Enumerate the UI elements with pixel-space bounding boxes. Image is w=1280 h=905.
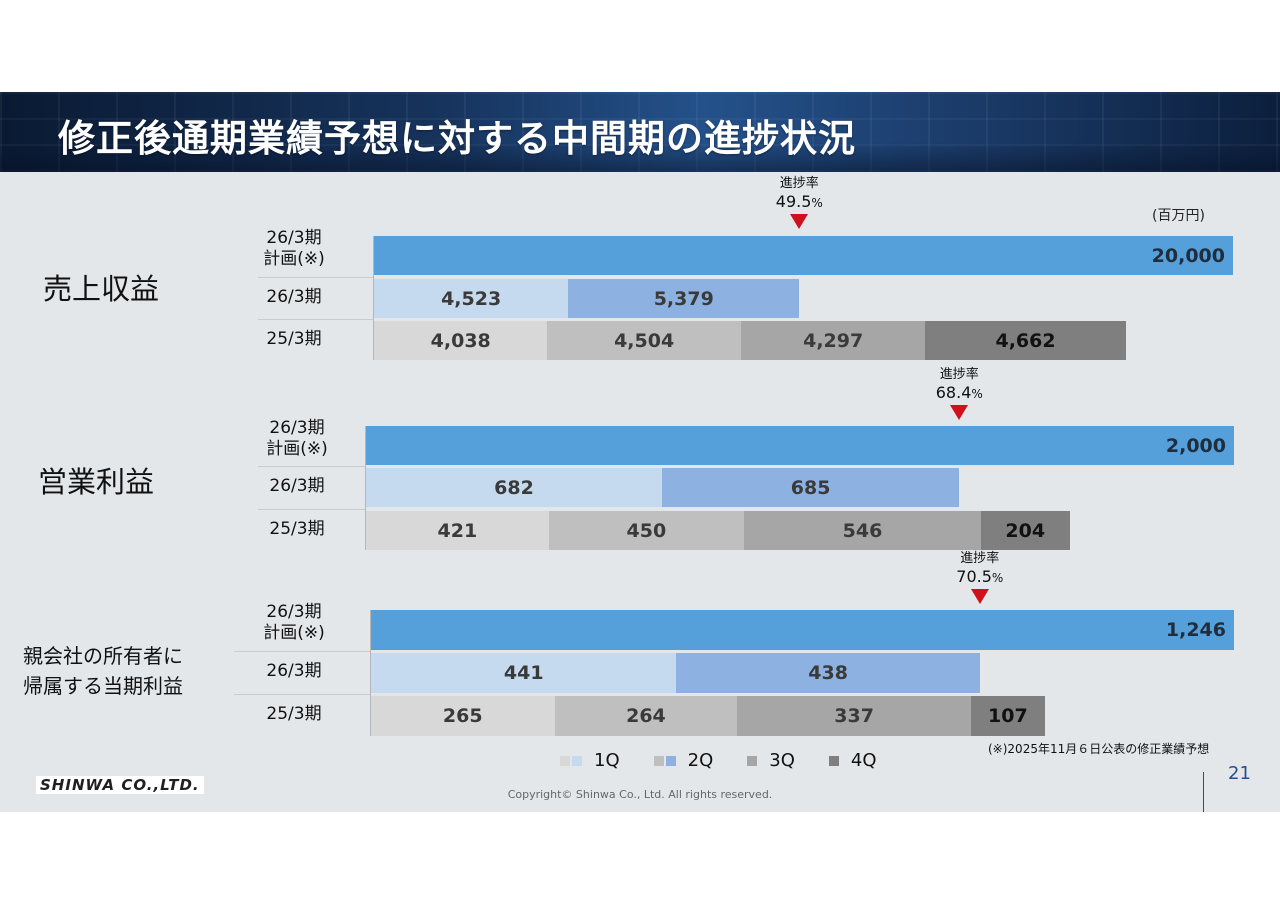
page-title: 修正後通期業績予想に対する中間期の進捗状況 xyxy=(58,117,856,160)
progress-marker: 進捗率 49.5% xyxy=(754,176,844,229)
section-label-line: 帰属する当期利益 xyxy=(23,674,183,698)
legend-item-2q: 2Q xyxy=(653,750,714,771)
prior-q3-bar: 546 xyxy=(744,511,981,550)
legend-swatch-3q xyxy=(747,755,758,766)
row-label-plan-line: 計画(※) xyxy=(263,249,325,269)
prior-q3-bar: 337 xyxy=(737,696,971,736)
current-q1-bar: 4,523 xyxy=(374,279,569,318)
title-banner: 修正後通期業績予想に対する中間期の進捗状況 xyxy=(0,92,1280,172)
section-label-line: 売上収益 xyxy=(43,272,160,306)
unit-label: (百万円) xyxy=(1152,208,1205,224)
legend-swatch-1q-current xyxy=(572,755,582,766)
legend-swatch-4q xyxy=(828,755,839,766)
forecast-note: (※)2025年11月６日公表の修正業績予想 xyxy=(988,742,1210,756)
copyright: Copyright© Shinwa Co., Ltd. All rights r… xyxy=(507,788,773,801)
row-label-plan: 26/3期 計画(※) xyxy=(254,602,334,644)
row-label-plan-line: 計画(※) xyxy=(266,439,328,459)
prior-q3-bar: 4,297 xyxy=(740,321,926,360)
row-separator xyxy=(258,277,374,278)
progress-marker: 進捗率 68.4% xyxy=(914,367,1004,420)
progress-unit: % xyxy=(991,571,1004,585)
row-separator xyxy=(258,319,374,320)
row-label-plan-line: 26/3期 xyxy=(266,602,322,622)
page-number: 21 xyxy=(1228,763,1251,784)
legend-label-1q: 1Q xyxy=(594,750,620,771)
prior-q1-bar: 421 xyxy=(366,511,549,550)
row-label-current: 26/3期 xyxy=(266,287,322,307)
plan-bar: 20,000 xyxy=(374,236,1233,275)
legend-label-4q: 4Q xyxy=(850,750,877,771)
section-label: 売上収益 xyxy=(43,266,159,308)
legend-swatch-2q-current xyxy=(665,755,676,766)
axis-baseline xyxy=(365,426,366,550)
prior-q4-bar: 107 xyxy=(970,696,1045,736)
row-separator xyxy=(258,466,366,467)
row-label-prior: 25/3期 xyxy=(266,329,322,349)
current-q1-bar: 682 xyxy=(366,468,662,507)
section-label-line: 営業利益 xyxy=(38,465,155,499)
prior-q4-bar: 204 xyxy=(980,511,1070,550)
plan-bar: 2,000 xyxy=(366,426,1234,465)
progress-label: 進捗率 xyxy=(779,176,819,191)
row-label-current: 26/3期 xyxy=(266,661,322,681)
prior-q1-bar: 265 xyxy=(371,696,555,736)
progress-value: 70.5 xyxy=(956,567,992,586)
current-q1-bar: 441 xyxy=(371,653,677,693)
legend-label-2q: 2Q xyxy=(687,750,714,771)
axis-baseline xyxy=(370,610,371,736)
legend-swatch-1q-prior xyxy=(560,755,570,766)
section-label: 親会社の所有者に 帰属する当期利益 xyxy=(23,641,183,701)
current-q2-bar: 438 xyxy=(676,653,980,693)
company-logo: SHINWA CO.,LTD. xyxy=(36,776,204,794)
page-divider xyxy=(1203,772,1204,812)
row-separator xyxy=(234,651,371,652)
prior-q2-bar: 4,504 xyxy=(547,321,741,360)
prior-q4-bar: 4,662 xyxy=(925,321,1126,360)
section-label: 営業利益 xyxy=(38,459,154,501)
legend-item-3q: 3Q xyxy=(747,750,795,771)
progress-value-line: 70.5% xyxy=(935,567,1025,588)
legend: 1Q 2Q 3Q 4Q xyxy=(560,750,911,771)
progress-arrow-icon xyxy=(950,405,969,420)
progress-label: 進捗率 xyxy=(960,551,1000,566)
progress-marker: 進捗率 70.5% xyxy=(935,551,1025,604)
row-label-prior: 25/3期 xyxy=(266,704,322,724)
row-label-prior: 25/3期 xyxy=(269,519,325,539)
legend-swatch-2q-prior xyxy=(653,755,664,766)
progress-arrow-icon xyxy=(970,589,989,604)
row-label-plan-line: 26/3期 xyxy=(269,418,325,438)
row-separator xyxy=(258,509,366,510)
legend-label-3q: 3Q xyxy=(769,750,795,771)
current-q2-bar: 685 xyxy=(661,468,960,507)
progress-value: 49.5 xyxy=(775,192,812,211)
progress-value: 68.4 xyxy=(935,383,972,402)
progress-unit: % xyxy=(971,387,983,401)
progress-value-line: 49.5% xyxy=(754,192,844,213)
legend-item-4q: 4Q xyxy=(828,750,877,771)
progress-arrow-icon xyxy=(790,214,809,229)
row-label-plan-line: 計画(※) xyxy=(263,623,325,643)
row-label-plan: 26/3期 計画(※) xyxy=(254,228,334,270)
progress-value-line: 68.4% xyxy=(914,383,1004,404)
progress-unit: % xyxy=(811,196,823,210)
row-separator xyxy=(234,694,371,695)
plan-bar: 1,246 xyxy=(371,610,1234,650)
section-label-line: 親会社の所有者に xyxy=(23,644,183,668)
row-label-plan-line: 26/3期 xyxy=(266,228,322,248)
row-label-plan: 26/3期 計画(※) xyxy=(257,418,337,460)
prior-q2-bar: 264 xyxy=(554,696,738,736)
row-label-current: 26/3期 xyxy=(269,476,325,496)
axis-baseline xyxy=(373,236,374,360)
progress-label: 進捗率 xyxy=(939,367,979,382)
legend-item-1q: 1Q xyxy=(560,750,620,771)
prior-q1-bar: 4,038 xyxy=(374,321,548,360)
current-q2-bar: 5,379 xyxy=(568,279,800,318)
prior-q2-bar: 450 xyxy=(548,511,744,550)
